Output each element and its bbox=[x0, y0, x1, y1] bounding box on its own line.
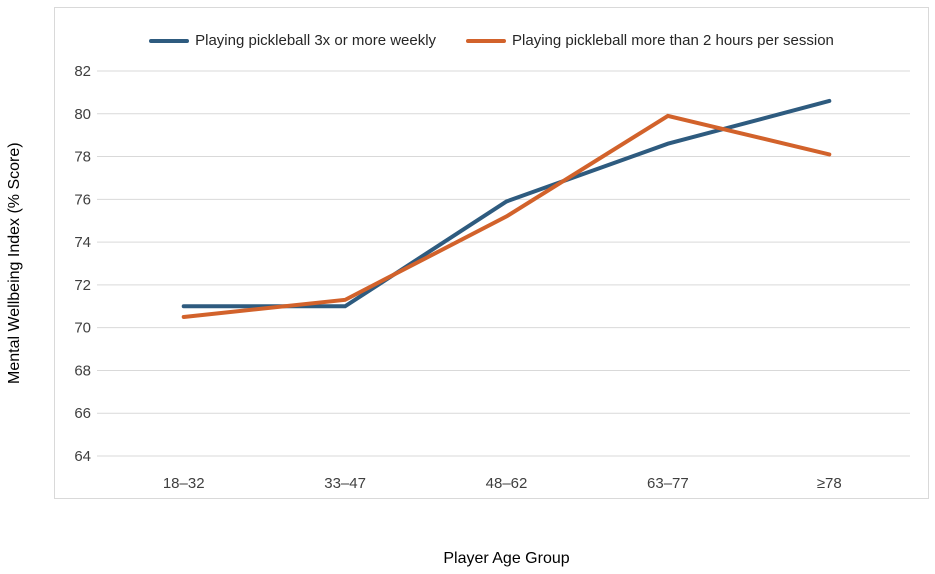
series-line bbox=[181, 113, 832, 319]
y-tick-label: 66 bbox=[74, 405, 91, 422]
y-tick-label: 64 bbox=[74, 448, 91, 465]
legend-item: Playing pickleball 3x or more weekly bbox=[149, 32, 436, 49]
x-tick-label: 63–77 bbox=[647, 475, 689, 492]
y-tick-label: 78 bbox=[74, 149, 91, 166]
x-tick-label: 18–32 bbox=[163, 475, 205, 492]
legend-item: Playing pickleball more than 2 hours per… bbox=[466, 32, 834, 49]
legend-label: Playing pickleball 3x or more weekly bbox=[195, 32, 437, 49]
chart-plot-area-frame: Playing pickleball 3x or more weekly Play… bbox=[54, 7, 929, 499]
chart-legend: Playing pickleball 3x or more weekly Play… bbox=[55, 32, 928, 49]
x-axis-title: Player Age Group bbox=[443, 550, 570, 567]
legend-dash-icon bbox=[466, 38, 507, 43]
y-axis-title: Mental Wellbeing Index (% Score) bbox=[6, 142, 23, 385]
y-tick-label: 72 bbox=[74, 277, 91, 294]
y-tick-label: 70 bbox=[74, 320, 91, 337]
y-tick-label: 68 bbox=[74, 362, 91, 379]
legend-dash-icon bbox=[149, 38, 190, 43]
x-tick-label: 33–47 bbox=[324, 475, 366, 492]
y-tick-label: 82 bbox=[74, 63, 91, 80]
x-tick-label: ≥78 bbox=[817, 475, 842, 492]
y-tick-label: 74 bbox=[74, 234, 91, 251]
y-tick-label: 76 bbox=[74, 191, 91, 208]
legend-label: Playing pickleball more than 2 hours per… bbox=[512, 32, 834, 49]
y-tick-label: 80 bbox=[74, 106, 91, 123]
x-tick-label: 48–62 bbox=[486, 475, 528, 492]
